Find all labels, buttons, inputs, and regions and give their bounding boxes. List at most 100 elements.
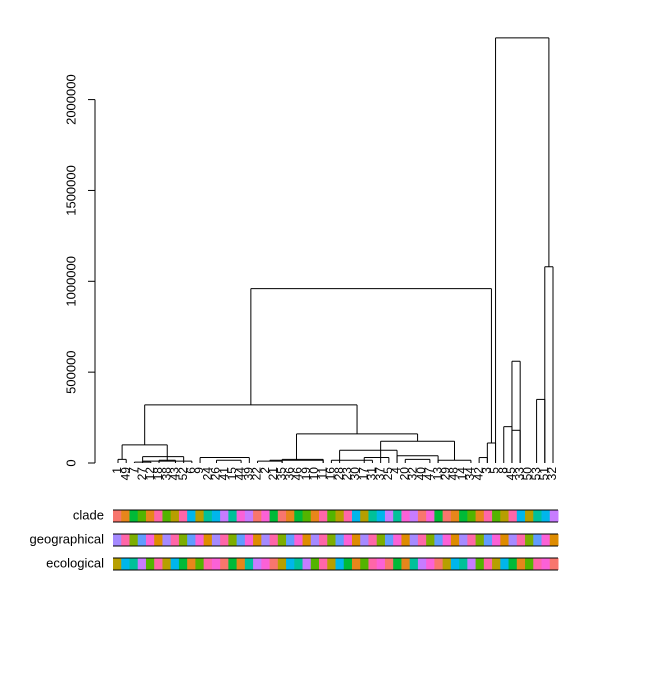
color-cell xyxy=(253,510,262,522)
color-cell xyxy=(492,510,501,522)
color-cell xyxy=(203,510,213,522)
color-cell xyxy=(442,534,452,546)
color-cell xyxy=(434,558,444,570)
color-cell xyxy=(129,558,139,570)
color-cell xyxy=(360,534,369,546)
leaf-label: 15 xyxy=(225,467,239,481)
leaf-label: 10 xyxy=(307,467,321,481)
color-cell xyxy=(516,558,526,570)
color-cell xyxy=(417,510,427,522)
color-cell xyxy=(492,558,501,570)
leaf-label: 40 xyxy=(414,467,428,481)
leaf-label: 53 xyxy=(529,467,543,481)
leaf-label: 32 xyxy=(545,467,559,481)
color-cell xyxy=(154,534,163,546)
color-cell xyxy=(211,510,221,522)
color-cell xyxy=(162,534,172,546)
leaf-label: 9 xyxy=(192,467,206,474)
color-cell xyxy=(113,510,122,522)
color-cell xyxy=(549,558,559,570)
color-cell xyxy=(343,558,353,570)
color-cell xyxy=(277,558,287,570)
color-cell xyxy=(170,534,180,546)
color-cell xyxy=(162,558,172,570)
color-cell xyxy=(228,510,238,522)
leaf-label: 12 xyxy=(143,467,157,481)
leaf-label: 29 xyxy=(438,467,452,481)
color-cell xyxy=(121,534,130,546)
color-row-label: clade xyxy=(73,507,104,522)
leaf-label: 39 xyxy=(241,467,255,481)
color-cell xyxy=(483,558,493,570)
leaf-label: 19 xyxy=(299,467,313,481)
color-cell xyxy=(286,534,295,546)
color-cell xyxy=(508,510,518,522)
color-cell xyxy=(294,534,304,546)
color-cell xyxy=(178,534,188,546)
color-cell xyxy=(467,558,477,570)
color-cell xyxy=(302,558,312,570)
color-cell xyxy=(384,534,394,546)
color-cell xyxy=(154,558,163,570)
leaf-label: 52 xyxy=(176,467,190,481)
leaf-label: 34 xyxy=(463,467,477,481)
leaf-label: 22 xyxy=(250,467,264,481)
color-cell xyxy=(261,534,271,546)
color-cell xyxy=(195,534,205,546)
leaf-label: 38 xyxy=(159,467,173,481)
leaf-label: 30 xyxy=(348,467,362,481)
leaf-label: 3 xyxy=(480,467,494,474)
leaf-label: 17 xyxy=(356,467,370,481)
color-cell xyxy=(376,534,386,546)
color-cell xyxy=(368,558,378,570)
color-cell xyxy=(525,510,534,522)
color-cell xyxy=(450,558,460,570)
color-cell xyxy=(426,510,435,522)
color-cell xyxy=(253,534,262,546)
leaf-label: 36 xyxy=(283,467,297,481)
color-cell xyxy=(508,558,518,570)
color-cell xyxy=(417,558,427,570)
y-tick-label: 2000000 xyxy=(63,74,78,125)
color-row-label: geographical xyxy=(30,531,105,546)
leaf-label: 23 xyxy=(340,467,354,481)
leaf-label: 37 xyxy=(373,467,387,481)
color-cell xyxy=(467,510,477,522)
color-cell xyxy=(294,510,304,522)
color-cell xyxy=(393,558,402,570)
color-cell xyxy=(401,510,411,522)
color-cell xyxy=(253,558,262,570)
color-cell xyxy=(244,510,254,522)
leaf-label: 27 xyxy=(135,467,149,481)
color-cell xyxy=(343,510,353,522)
color-cell xyxy=(228,534,238,546)
color-cell xyxy=(450,534,460,546)
y-tick-label: 1000000 xyxy=(63,256,78,307)
color-cell xyxy=(483,510,493,522)
color-cell xyxy=(195,510,205,522)
color-cell xyxy=(384,558,394,570)
color-cell xyxy=(475,558,485,570)
color-cell xyxy=(384,510,394,522)
color-cell xyxy=(401,558,411,570)
color-cell xyxy=(376,558,386,570)
color-cell xyxy=(277,510,287,522)
color-cell xyxy=(211,534,221,546)
leaf-label: 32 xyxy=(406,467,420,481)
color-cell xyxy=(145,510,155,522)
leaf-label: 4 xyxy=(389,467,403,474)
color-cell xyxy=(187,534,196,546)
color-cell xyxy=(360,510,369,522)
leaf-label: 42 xyxy=(471,467,485,481)
color-cell xyxy=(203,534,213,546)
leaf-label: 18 xyxy=(151,467,165,481)
color-cell xyxy=(286,558,295,570)
color-cell xyxy=(327,534,336,546)
color-cell xyxy=(533,534,543,546)
color-cell xyxy=(467,534,477,546)
leaf-label: 2 xyxy=(258,467,272,474)
color-cell xyxy=(409,534,419,546)
color-cell xyxy=(335,510,345,522)
leaf-label: 43 xyxy=(168,467,182,481)
